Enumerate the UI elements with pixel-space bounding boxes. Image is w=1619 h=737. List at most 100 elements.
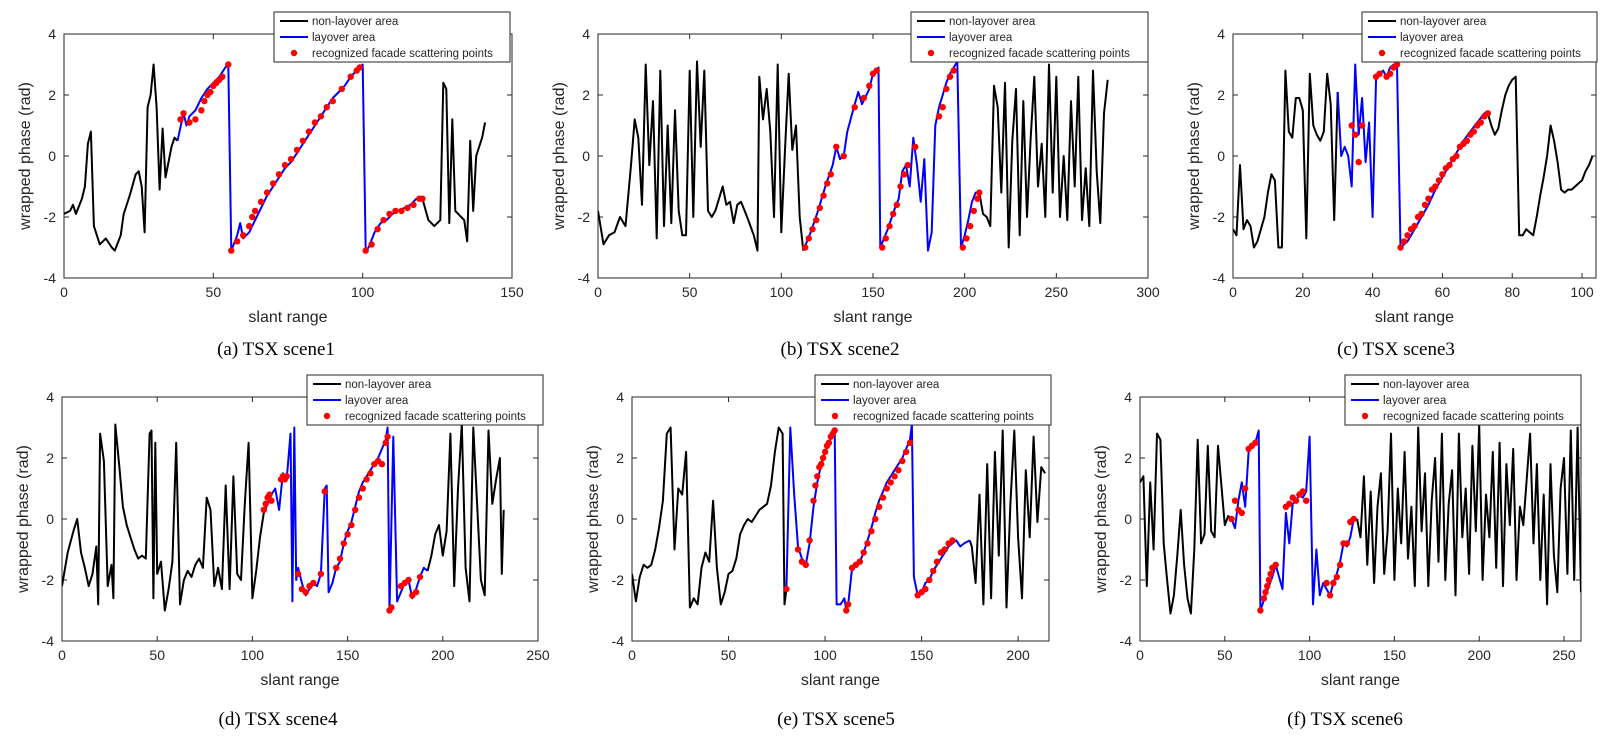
x-axis-label: slant range — [1321, 672, 1400, 689]
facade-point — [872, 515, 879, 523]
x-tick-label: 100 — [813, 647, 837, 663]
facade-point — [207, 88, 214, 96]
facade-point — [813, 216, 820, 224]
legend-box — [910, 11, 1149, 63]
y-axis-label: wrapped phase (rad) — [15, 445, 32, 594]
facade-point — [1260, 595, 1268, 602]
facade-point — [368, 241, 375, 248]
facade-point — [802, 244, 809, 251]
x-tick-label: 100 — [1570, 284, 1594, 300]
legend-points-label: recognized facade scattering points — [1383, 411, 1564, 423]
facade-point — [198, 107, 205, 114]
facade-point — [380, 216, 387, 224]
facade-point — [943, 85, 950, 93]
facade-point — [1400, 238, 1408, 245]
facade-point — [201, 97, 208, 105]
x-tick-label: 150 — [861, 284, 885, 300]
facade-point — [1264, 582, 1271, 590]
facade-point — [851, 104, 858, 111]
facade-point — [388, 604, 395, 611]
non-layover-line — [598, 60, 805, 252]
y-tick-label: -2 — [612, 572, 625, 588]
legend-box — [306, 374, 544, 426]
x-axis-label: slant range — [260, 672, 339, 689]
panel-caption: (f) TSX scene6 — [1287, 709, 1403, 730]
plot-area — [62, 423, 505, 614]
y-tick-label: 4 — [582, 26, 590, 42]
chart-panel-5: 0 50 100 150 200 -4 -2 0 2 4 slant range wrapped ph… — [585, 374, 1052, 730]
facade-point — [794, 546, 802, 553]
plot-area — [1233, 61, 1594, 251]
facade-point — [935, 113, 943, 120]
facade-point — [906, 439, 914, 446]
non-layover-line — [1233, 69, 1339, 249]
y-tick-label: -4 — [44, 270, 57, 286]
facade-point — [860, 549, 867, 556]
x-tick-label: 150 — [1383, 647, 1407, 663]
x-tick-label: 150 — [910, 647, 934, 663]
panel-caption: (c) TSX scene3 — [1337, 339, 1455, 360]
facade-point — [219, 73, 226, 80]
facade-point — [926, 576, 933, 584]
facade-point — [180, 110, 187, 117]
facade-point — [275, 171, 283, 178]
facade-point — [959, 244, 966, 251]
facade-point — [352, 506, 359, 514]
legend: non-layover area layover area recognized f… — [306, 374, 544, 426]
facade-point — [240, 232, 247, 239]
x-tick-label: 40 — [1365, 284, 1381, 300]
facade-point — [783, 585, 790, 593]
y-tick-label: 4 — [1124, 389, 1132, 405]
legend-layover-label: layover area — [1383, 395, 1447, 407]
plot-area — [1140, 423, 1581, 615]
legend-non-layover-label: non-layover area — [312, 16, 399, 28]
facade-point — [225, 61, 232, 68]
y-tick-label: 2 — [48, 87, 56, 103]
panel-caption: (b) TSX scene2 — [781, 339, 900, 360]
facade-point — [939, 104, 946, 111]
facade-point — [305, 128, 313, 135]
facade-point — [1376, 70, 1383, 77]
legend-layover-label: layover area — [1400, 32, 1464, 44]
panel-caption: (d) TSX scene4 — [219, 709, 338, 730]
facade-point — [323, 104, 330, 111]
x-tick-label: 20 — [1295, 284, 1311, 300]
y-tick-label: 0 — [46, 511, 54, 527]
facade-point — [818, 460, 825, 468]
legend-points-swatch — [323, 412, 331, 420]
facade-point — [338, 85, 345, 93]
legend-points-swatch — [1361, 412, 1369, 420]
y-tick-label: 2 — [616, 450, 624, 466]
facade-point — [177, 116, 184, 123]
facade-point — [1446, 161, 1453, 169]
y-tick-label: -2 — [44, 209, 57, 225]
facade-point — [382, 439, 389, 446]
facade-point — [378, 460, 386, 468]
facade-point — [1299, 488, 1307, 495]
legend-layover-label: layover area — [345, 395, 409, 407]
facade-point — [930, 567, 937, 575]
x-tick-label: 150 — [336, 647, 360, 663]
chart-panel-4: 0 50 100 150 200 250 -4 -2 0 2 4 slant range wrapped… — [15, 374, 550, 730]
facade-point — [886, 222, 893, 230]
y-axis-label: wrapped phase (rad) — [17, 82, 34, 231]
facade-point — [897, 183, 904, 190]
facade-point — [821, 448, 829, 456]
facade-point — [1477, 119, 1485, 126]
facade-point — [970, 207, 977, 215]
facade-point — [317, 113, 325, 120]
x-tick-label: 50 — [149, 647, 165, 663]
facade-point — [1286, 500, 1293, 507]
facade-point — [967, 222, 974, 230]
facade-point — [405, 576, 412, 584]
facade-point — [311, 119, 319, 126]
legend: non-layover area layover area recognized f… — [910, 11, 1149, 63]
x-tick-label: 200 — [1468, 647, 1492, 663]
facade-point — [374, 226, 381, 233]
legend-points-label: recognized facade scattering points — [345, 411, 526, 423]
y-tick-label: -4 — [578, 270, 591, 286]
non-layover-line — [426, 423, 505, 603]
plot-frame — [1232, 33, 1597, 279]
x-tick-label: 200 — [1006, 647, 1030, 663]
y-tick-label: 4 — [1217, 26, 1225, 42]
